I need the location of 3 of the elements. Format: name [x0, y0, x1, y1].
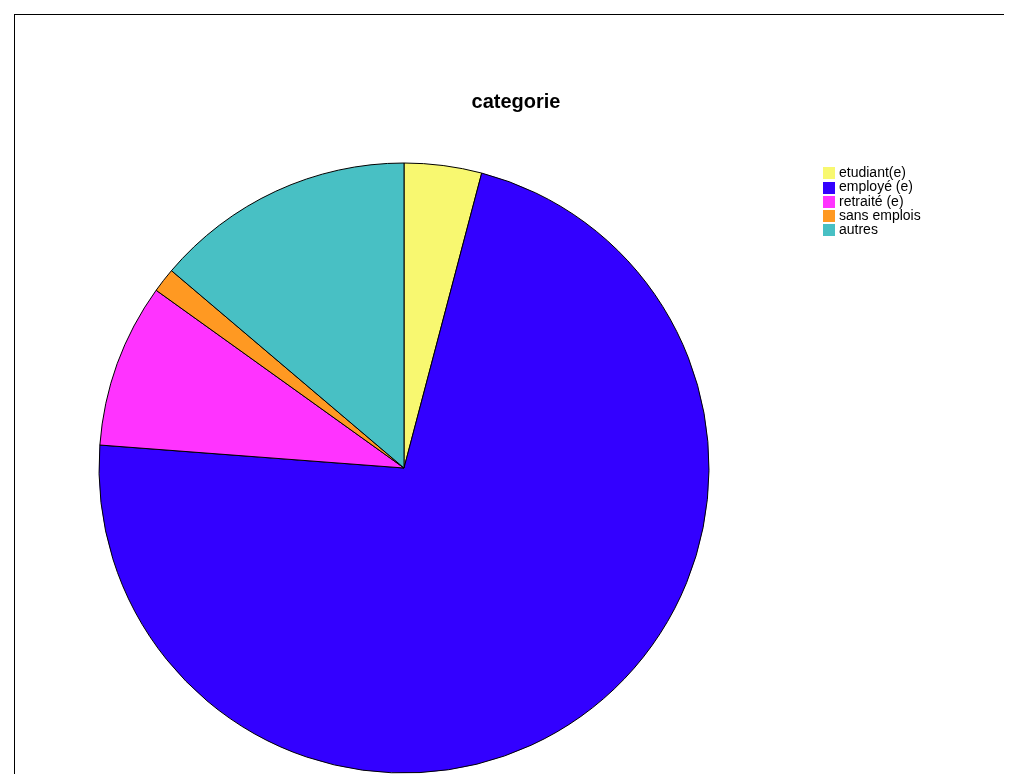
- legend-label: etudiant(e): [839, 164, 906, 180]
- legend-label: autres: [839, 221, 878, 238]
- chart-title: categorie: [470, 90, 562, 113]
